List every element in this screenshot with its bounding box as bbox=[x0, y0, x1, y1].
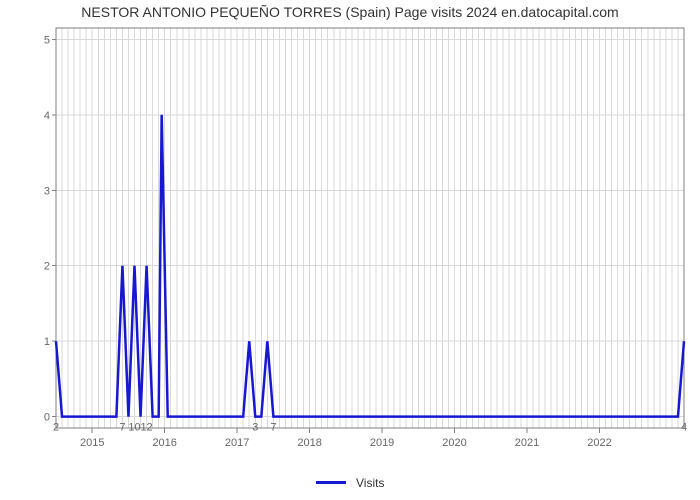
point-label: 7 bbox=[270, 422, 276, 434]
x-tick-label: 2020 bbox=[442, 437, 466, 449]
chart-plot: 0123452015201620172018201920202021202227… bbox=[42, 24, 688, 454]
y-tick-label: 1 bbox=[44, 336, 50, 348]
chart-title: NESTOR ANTONIO PEQUEÑO TORRES (Spain) Pa… bbox=[0, 4, 700, 20]
x-tick-label: 2018 bbox=[297, 437, 321, 449]
y-tick-label: 2 bbox=[44, 261, 50, 273]
x-tick-label: 2016 bbox=[152, 437, 176, 449]
y-tick-label: 4 bbox=[44, 110, 50, 122]
legend-swatch bbox=[316, 481, 346, 484]
legend-label: Visits bbox=[356, 476, 384, 490]
x-tick-label: 2017 bbox=[225, 437, 249, 449]
y-tick-label: 5 bbox=[44, 34, 50, 46]
point-label: 3 bbox=[252, 422, 258, 434]
point-label: 2 bbox=[53, 422, 59, 434]
point-label: 4 bbox=[681, 422, 687, 434]
point-label: 12 bbox=[140, 422, 152, 434]
x-tick-label: 2022 bbox=[587, 437, 611, 449]
y-tick-label: 0 bbox=[44, 412, 50, 424]
x-tick-label: 2015 bbox=[80, 437, 104, 449]
point-label: 10 bbox=[128, 422, 140, 434]
x-tick-label: 2021 bbox=[515, 437, 539, 449]
chart-container: { "title": { "text": "NESTOR ANTONIO PEQ… bbox=[0, 0, 700, 500]
chart-legend: Visits bbox=[0, 474, 700, 492]
y-tick-label: 3 bbox=[44, 185, 50, 197]
x-tick-label: 2019 bbox=[370, 437, 394, 449]
point-label: 7 bbox=[119, 422, 125, 434]
